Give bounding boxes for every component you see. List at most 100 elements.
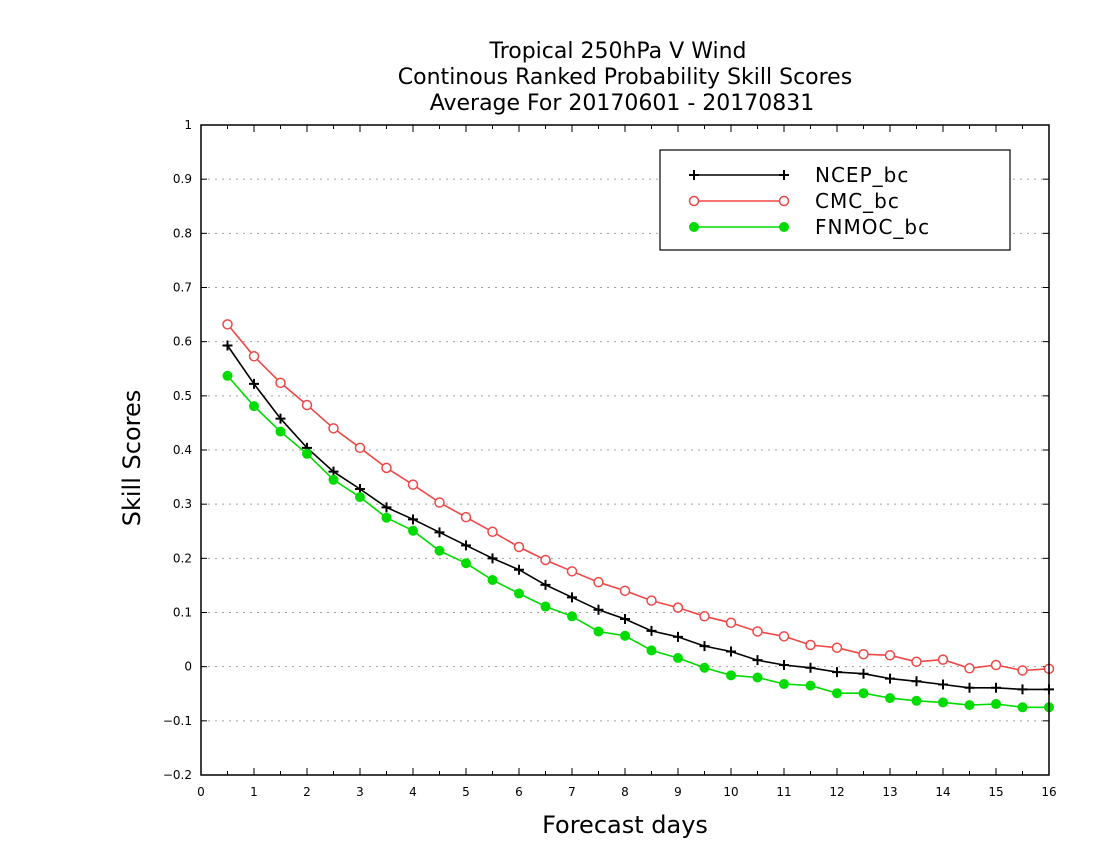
legend-label: CMC_bc [815, 189, 900, 213]
fnmoc-bc-point [434, 545, 445, 556]
x-tick-label: 14 [935, 785, 950, 799]
fnmoc-bc-point [540, 601, 551, 612]
cmc-bc-line [226, 323, 1050, 672]
ncep-bc-point [593, 604, 604, 615]
fnmoc-bc-point [885, 693, 895, 704]
ncep-bc-point [991, 682, 1001, 693]
fnmoc-bc-point [832, 688, 842, 699]
fnmoc-bc-point [991, 699, 1001, 710]
cmc-bc-point [460, 511, 472, 523]
fnmoc-bc-point [620, 630, 630, 641]
cmc-bc-point [434, 497, 445, 508]
x-tick-label: 10 [723, 785, 738, 799]
fnmoc-bc-point [408, 525, 418, 536]
fnmoc-bc-point [328, 474, 339, 485]
legend-box [659, 149, 1011, 251]
x-tick-label: 15 [988, 785, 1003, 799]
cmc-bc-point [778, 631, 790, 642]
ncep-bc-point [381, 502, 392, 513]
cmc-bc-point [275, 377, 286, 389]
fnmoc-bc-point [726, 670, 736, 681]
fnmoc-bc-point [355, 492, 365, 503]
legend-item-ncep-bc: NCEP_bc [689, 163, 909, 187]
cmc-bc-point [407, 479, 419, 490]
chart-title-line-2: Continous Ranked Probability Skill Score… [398, 65, 852, 90]
fnmoc-bc-point [249, 401, 259, 412]
ncep-bc-point [964, 682, 975, 693]
chart-title-line-3: Average For 20170601 - 20170831 [430, 91, 815, 116]
y-tick-label: 0.6 [173, 335, 192, 349]
cmc-bc-point [672, 602, 684, 613]
x-tick-label: 12 [829, 785, 844, 799]
x-tick-label: 6 [515, 785, 523, 799]
fnmoc-bc-point [461, 558, 471, 569]
legend-marker [779, 170, 789, 180]
ncep-bc-point [1017, 684, 1028, 695]
cmc-bc-point [646, 595, 657, 606]
chart-title: Tropical 250hPa V Wind Continous Ranked … [398, 39, 852, 116]
legend-label: FNMOC_bc [815, 215, 930, 239]
data-series [222, 319, 1055, 713]
x-tick-label: 4 [409, 785, 417, 799]
ncep-bc-point [540, 579, 551, 590]
axes: −0.2−0.100.10.20.30.40.50.60.70.80.910 1 2… [163, 118, 1057, 799]
ncep-bc-point [567, 592, 577, 603]
cmc-bc-point [805, 639, 816, 651]
ncep-bc-line [226, 345, 1049, 691]
fnmoc-bc-point [381, 512, 392, 523]
cmc-bc-point [725, 617, 737, 629]
fnmoc-bc-point [1017, 702, 1028, 713]
y-tick-label: 0 [184, 660, 192, 674]
x-tick-label: 1 [250, 785, 258, 799]
ncep-bc-point [779, 660, 789, 671]
x-tick-label: 0 [197, 785, 205, 799]
fnmoc-bc-point [699, 662, 710, 673]
cmc-bc-point [752, 626, 763, 637]
ncep-bc-point [620, 614, 630, 624]
x-tick-label: 11 [776, 785, 791, 799]
fnmoc-bc-point [752, 672, 763, 683]
ncep-bc-point [408, 514, 418, 525]
x-tick-label: 16 [1041, 785, 1056, 799]
ncep-bc-point [885, 673, 895, 684]
ncep-bc-point [646, 625, 657, 636]
ncep-bc-point [832, 667, 842, 678]
y-tick-label: 1 [184, 118, 192, 132]
fnmoc-bc-point [275, 426, 286, 437]
chart-title-line-1: Tropical 250hPa V Wind [488, 39, 746, 64]
x-tick-label: 13 [882, 785, 897, 799]
y-tick-label: 0.5 [173, 389, 192, 403]
legend-marker [779, 222, 789, 232]
ncep-bc-series [222, 340, 1054, 695]
ncep-bc-point [938, 679, 948, 690]
ncep-bc-point [752, 655, 763, 666]
fnmoc-bc-line [226, 375, 1049, 709]
legend-label: NCEP_bc [815, 163, 909, 187]
legend-marker [689, 170, 699, 180]
fnmoc-bc-point [593, 626, 604, 637]
y-axis-title: Skill Scores [118, 390, 146, 527]
cmc-bc-point [354, 442, 366, 454]
plot-frame [200, 124, 1050, 776]
x-tick-label: 7 [568, 785, 576, 799]
cmc-bc-point [884, 650, 896, 661]
ncep-bc-point [911, 676, 922, 687]
ncep-bc-point [514, 564, 524, 575]
x-tick-label: 2 [303, 785, 311, 799]
ncep-bc-point [805, 662, 816, 673]
cmc-bc-point [858, 648, 869, 660]
cmc-bc-point [487, 526, 498, 538]
ncep-bc-point [726, 646, 736, 657]
x-tick-label: 3 [356, 785, 364, 799]
legend-marker [778, 195, 790, 207]
y-tick-label: −0.2 [163, 768, 192, 782]
cmc-bc-point [699, 611, 710, 622]
cmc-bc-point [937, 654, 949, 665]
y-tick-label: 0.3 [173, 497, 192, 511]
fnmoc-bc-point [805, 680, 816, 691]
ncep-bc-point [673, 631, 683, 642]
cmc-bc-point [248, 351, 260, 362]
cmc-bc-point [381, 462, 392, 474]
x-tick-label: 8 [621, 785, 629, 799]
